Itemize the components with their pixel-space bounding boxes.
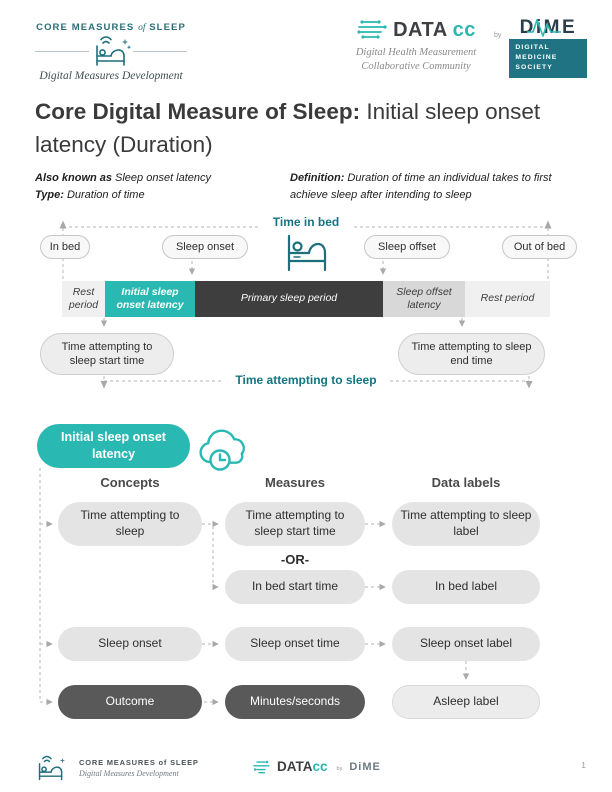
type-value: Duration of time <box>66 189 145 202</box>
event-pill-in-bed: In bed <box>40 235 90 259</box>
footer-by-label: by <box>336 766 343 772</box>
event-pill-sleep-offset: Sleep offset <box>364 235 450 259</box>
label-pill-time-attempting-label: Time attempting to sleep label <box>392 502 540 546</box>
aka-value: Sleep onset latency <box>115 172 212 184</box>
segment-primary-sleep-period: Primary sleep period <box>195 281 383 317</box>
pill-time-attempting-sleep-start: Time attempting to sleep start time <box>40 333 174 375</box>
sleep-period-bar: Rest period Initial sleep onset latency … <box>62 281 550 317</box>
datacc-logo: DATA cc Digital Health Measurement Collab… <box>346 18 486 78</box>
bed-icon <box>287 234 327 272</box>
definition-value: Duration of time an individual takes to … <box>290 172 552 202</box>
page-title: Core Digital Measure of Sleep: Initial s… <box>35 96 587 161</box>
measure-pill-minutes-seconds: Minutes/seconds <box>225 685 365 719</box>
footer-datacc-wordmark: DATA <box>277 759 313 774</box>
page-title-bold: Core Digital Measure of Sleep: <box>35 99 361 124</box>
dime-society-box: DIGITAL MEDICINE SOCIETY <box>509 39 588 78</box>
cms-logo-subtitle: Digital Measures Development <box>39 70 183 82</box>
footer-cms-subtitle: Digital Measures Development <box>79 769 179 778</box>
meta-left-block: Also known as Sleep onset latency Type: Du… <box>35 170 285 204</box>
time-attempting-to-sleep-label: Time attempting to sleep <box>0 373 612 387</box>
or-separator: -OR- <box>280 552 310 567</box>
footer-datacc-dime: DATAcc by DiME <box>252 758 381 776</box>
measure-pill-sleep-onset-time: Sleep onset time <box>225 627 365 661</box>
cloud-clock-icon <box>199 429 245 471</box>
column-header-data-labels: Data labels <box>431 475 501 490</box>
page-title-rest: Initial sleep onset latency (Duration) <box>35 99 541 157</box>
footer-dime-wordmark: DiME <box>349 761 381 773</box>
by-label: by <box>494 32 502 39</box>
definition-label: Definition: <box>290 172 345 184</box>
label-pill-in-bed-label: In bed label <box>392 570 540 604</box>
concept-measure-label-flow: Initial sleep onset latency Concepts Mea… <box>0 418 612 728</box>
pill-time-attempting-sleep-end: Time attempting to sleep end time <box>398 333 545 375</box>
event-pill-out-of-bed: Out of bed <box>502 235 577 259</box>
concept-pill-time-attempting-to-sleep: Time attempting to sleep <box>58 502 202 546</box>
label-pill-sleep-onset-label: Sleep onset label <box>392 627 540 661</box>
concept-pill-outcome: Outcome <box>58 685 202 719</box>
bed-wifi-icon <box>96 36 131 66</box>
measure-pill-in-bed-start-time: In bed start time <box>225 570 365 604</box>
measure-pill-time-attempting-start: Time attempting to sleep start time <box>225 502 365 546</box>
footer-cms-title: CORE MEASURES of SLEEP <box>79 758 199 767</box>
definition-block: Definition: Duration of time an individua… <box>290 170 590 204</box>
segment-sleep-offset-latency: Sleep offset latency <box>383 281 465 317</box>
footer-datacc-icon <box>253 760 270 774</box>
page-footer: CORE MEASURES of SLEEP Digital Measures … <box>0 750 612 792</box>
datacc-circuit-icon <box>357 20 387 39</box>
footer-bed-wifi-icon <box>38 755 65 781</box>
cms-logo-divider <box>35 35 187 67</box>
dime-pulse-icon <box>527 19 562 37</box>
datacc-wordmark: DATA <box>393 18 448 41</box>
segment-initial-sleep-onset-latency: Initial sleep onset latency <box>105 281 195 317</box>
event-pill-sleep-onset: Sleep onset <box>162 235 248 259</box>
dime-wordmark: DiME <box>519 17 578 38</box>
page-number: 1 <box>581 760 586 770</box>
label-pill-asleep-label: Asleep label <box>392 685 540 719</box>
flow-connector-lines <box>39 468 470 706</box>
cms-logo-title: CORE MEASURES of SLEEP <box>36 22 186 33</box>
footer-cms-logo: CORE MEASURES of SLEEP Digital Measures … <box>33 752 199 784</box>
core-measures-of-sleep-logo: CORE MEASURES of SLEEP Digital Measures … <box>35 22 187 82</box>
footer-datacc-wordmark-cc: cc <box>312 759 328 774</box>
header-partner-logos: DATA cc Digital Health Measurement Collab… <box>346 18 590 78</box>
dime-logo: DiME DIGITAL MEDICINE SOCIETY <box>509 17 588 78</box>
column-header-measures: Measures <box>265 475 325 490</box>
type-label: Type: <box>35 189 64 202</box>
concept-pill-sleep-onset: Sleep onset <box>58 627 202 661</box>
column-header-concepts: Concepts <box>100 475 160 490</box>
segment-rest-period-left: Rest period <box>62 281 105 317</box>
time-in-bed-diagram: Time in bed In bed Sleep onset Sleep off… <box>0 215 612 397</box>
segment-rest-period-right: Rest period <box>465 281 550 317</box>
source-pill-initial-sleep-onset-latency: Initial sleep onset latency <box>37 424 190 468</box>
datacc-wordmark-cc: cc <box>452 18 476 41</box>
time-in-bed-label: Time in bed <box>0 215 612 229</box>
datacc-tagline: Digital Health Measurement Collaborative… <box>355 47 477 73</box>
aka-label: Also known as <box>35 172 113 184</box>
